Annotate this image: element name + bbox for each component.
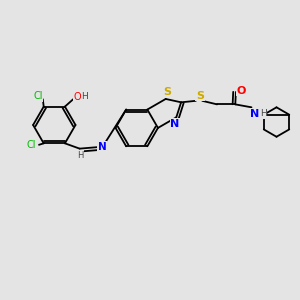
Text: H: H xyxy=(260,109,267,118)
Text: H: H xyxy=(81,92,88,101)
Text: N: N xyxy=(170,119,179,129)
Text: S: S xyxy=(196,91,204,100)
Text: Cl: Cl xyxy=(26,140,36,150)
Text: O: O xyxy=(73,92,81,102)
Text: O: O xyxy=(236,85,246,95)
Text: S: S xyxy=(163,88,171,98)
Text: H: H xyxy=(77,151,84,160)
Text: N: N xyxy=(98,142,107,152)
Text: Cl: Cl xyxy=(33,91,43,101)
Text: N: N xyxy=(250,109,260,119)
